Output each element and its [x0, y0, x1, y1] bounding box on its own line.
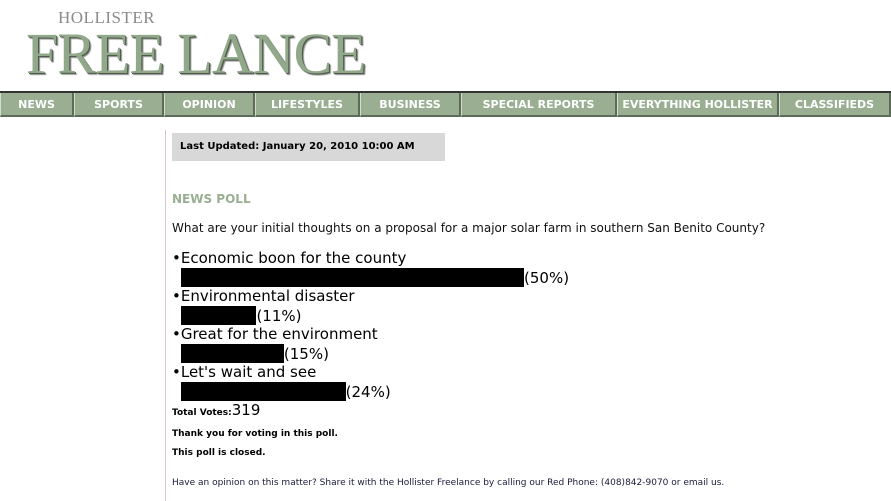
nav-everything-hollister[interactable]: EVERYTHING HOLLISTER — [617, 93, 779, 117]
poll-heading: NEWS POLL — [172, 192, 251, 206]
last-updated: Last Updated: January 20, 2010 10:00 AM — [172, 133, 445, 161]
poll-closed-message: This poll is closed. — [172, 448, 266, 458]
logo-free-lance: FREE LANCE — [26, 21, 367, 86]
result-percent: (50%) — [524, 268, 570, 287]
result-bar — [181, 382, 346, 401]
poll-question: What are your initial thoughts on a prop… — [172, 221, 766, 235]
divider — [165, 130, 166, 501]
answer-result: (15%) — [172, 344, 569, 363]
poll-answers: •Economic boon for the county (50%) •Envir… — [172, 249, 569, 401]
total-votes-count: 319 — [231, 401, 261, 419]
nav-lifestyles[interactable]: LIFESTYLES — [255, 93, 360, 117]
nav-special-reports[interactable]: SPECIAL REPORTS — [461, 93, 617, 117]
nav-sports[interactable]: SPORTS — [74, 93, 164, 117]
result-bar — [181, 306, 257, 325]
main-nav: NEWS SPORTS OPINION LIFESTYLES BUSINESS SPECI… — [0, 91, 891, 119]
answer-label: •Let's wait and see — [172, 363, 317, 381]
answer-label: •Environmental disaster — [172, 287, 355, 305]
nav-classifieds[interactable]: CLASSIFIEDS — [779, 93, 891, 117]
answer-label: •Economic boon for the county — [172, 249, 407, 267]
nav-business[interactable]: BUSINESS — [360, 93, 461, 117]
answer-result: (11%) — [172, 306, 569, 325]
answer-result: (50%) — [172, 268, 569, 287]
result-percent: (11%) — [256, 306, 302, 325]
result-bar — [181, 344, 284, 363]
logo-hollister: HOLLISTER — [58, 8, 156, 27]
answer-result: (24%) — [172, 382, 569, 401]
footer-note: Have an opinion on this matter? Share it… — [172, 478, 725, 488]
result-percent: (15%) — [283, 344, 329, 363]
total-votes: Total Votes:319 — [172, 401, 260, 419]
thanks-message: Thank you for voting in this poll. — [172, 429, 338, 439]
result-percent: (24%) — [345, 382, 391, 401]
total-votes-label: Total Votes: — [172, 408, 232, 418]
answer-label: •Great for the environment — [172, 325, 378, 343]
nav-news[interactable]: NEWS — [0, 93, 74, 117]
result-bar — [181, 268, 524, 287]
nav-opinion[interactable]: OPINION — [164, 93, 255, 117]
